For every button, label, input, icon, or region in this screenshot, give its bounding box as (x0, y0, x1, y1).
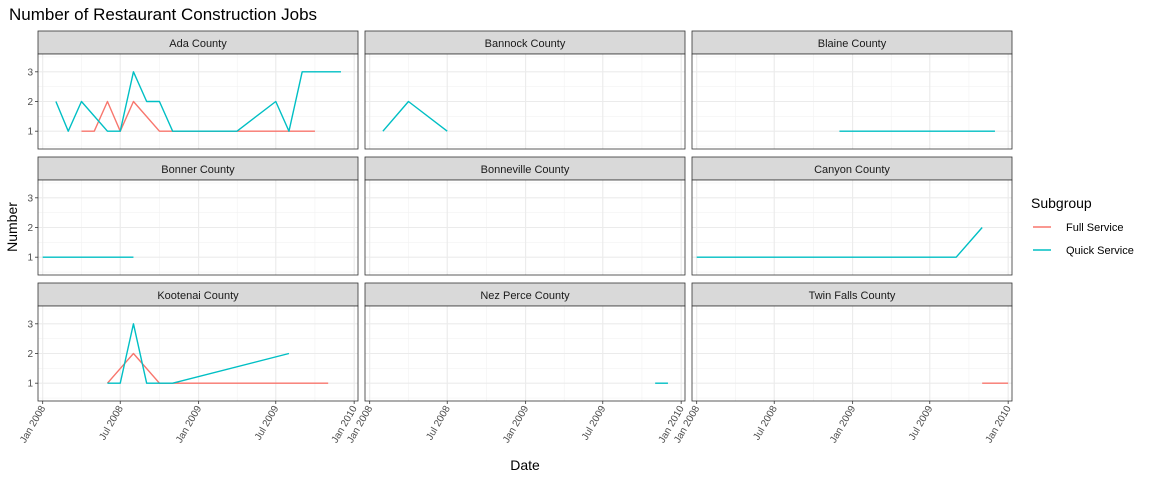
facet-label-bonneville-county: Bonneville County (481, 164, 570, 176)
y-tick-label: 3 (27, 67, 33, 78)
facet-label-bannock-county: Bannock County (485, 38, 566, 50)
facet-label-blaine-county: Blaine County (818, 38, 887, 50)
series-line-kootenai-county-quick-service (107, 323, 290, 384)
x-tick-label: Jan 2009 (828, 404, 858, 446)
facet-label-nez-perce-county: Nez Perce County (480, 290, 570, 302)
y-tick-label: 1 (27, 379, 33, 390)
panel-border-nez-perce-county (364, 305, 686, 402)
x-tick-label: Jan 2009 (174, 404, 204, 446)
facet-label-canyon-county: Canyon County (814, 164, 890, 176)
x-axis-title: Date (510, 457, 540, 473)
x-tick-label: Jan 2008 (18, 404, 48, 446)
legend-label-quick-service: Quick Service (1066, 245, 1134, 257)
y-tick-label: 1 (27, 127, 33, 138)
y-tick-label: 3 (27, 319, 33, 330)
y-tick-label: 3 (27, 193, 33, 204)
facet-label-bonner-county: Bonner County (161, 164, 235, 176)
facet-label-ada-county: Ada County (169, 38, 227, 50)
panel-border-canyon-county (691, 179, 1013, 276)
x-tick-label: Jul 2008 (97, 404, 126, 443)
x-tick-label: Jul 2009 (907, 404, 936, 443)
chart-title: Number of Restaurant Construction Jobs (9, 5, 317, 24)
panel-border-bannock-county (364, 53, 686, 150)
series-line-ada-county-quick-service (55, 71, 341, 132)
series-line-bannock-county-quick-service (382, 100, 448, 132)
facet-label-kootenai-county: Kootenai County (157, 290, 239, 302)
legend-label-full-service: Full Service (1066, 222, 1123, 234)
y-tick-label: 1 (27, 253, 33, 264)
y-tick-label: 2 (27, 97, 33, 108)
panel-border-bonneville-county (364, 179, 686, 276)
x-tick-label: Jan 2010 (984, 404, 1014, 446)
panel-border-blaine-county (691, 53, 1013, 150)
x-tick-label: Jul 2008 (751, 404, 780, 443)
y-axis-title: Number (4, 202, 20, 252)
panel-border-twin-falls-county (691, 305, 1013, 402)
x-tick-label: Jul 2009 (253, 404, 282, 443)
x-tick-label: Jul 2009 (580, 404, 609, 443)
x-tick-label: Jan 2009 (501, 404, 531, 446)
series-line-canyon-county-quick-service (696, 227, 983, 258)
y-tick-label: 2 (27, 349, 33, 360)
legend-title: Subgroup (1031, 195, 1092, 211)
facet-label-twin-falls-county: Twin Falls County (809, 290, 896, 302)
x-tick-label: Jul 2008 (424, 404, 453, 443)
y-tick-label: 2 (27, 223, 33, 234)
